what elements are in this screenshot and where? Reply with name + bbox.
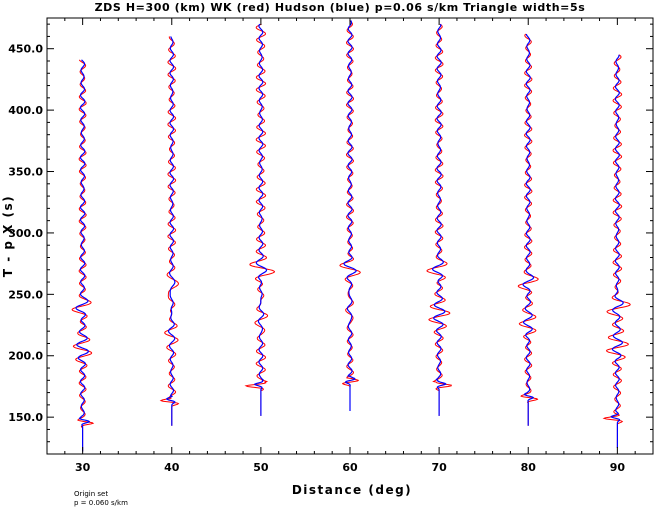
y-tick-label: 250.0 [8,288,43,301]
x-tick-label: 50 [253,461,269,474]
trace-blue-30 [75,59,91,452]
trace-blue-40 [166,36,176,426]
chart-title: ZDS H=300 (km) WK (red) Hudson (blue) p=… [95,1,586,14]
trace-blue-70 [431,23,447,416]
y-axis-label: T - p X (s) [1,195,15,277]
x-tick-label: 90 [610,461,626,474]
trace-group [71,20,631,452]
y-tick-label: 300.0 [8,227,43,240]
trace-blue-60 [343,20,357,411]
x-tick-label: 60 [342,461,358,474]
trace-red-30 [71,59,95,452]
trace-red-50 [244,23,276,416]
y-tick-label: 200.0 [8,350,43,363]
y-tick-label: 450.0 [8,43,43,56]
y-tick-label: 400.0 [8,104,43,117]
y-tick-label: 150.0 [8,411,43,424]
trace-red-80 [517,33,539,426]
x-tick-label: 30 [75,461,91,474]
trace-red-70 [426,23,452,416]
trace-blue-90 [610,54,624,448]
footnote-line-1: Origin set [74,490,108,498]
y-tick-label: 350.0 [8,166,43,179]
x-axis-label: Distance (deg) [292,483,412,497]
x-tick-label: 80 [521,461,537,474]
x-tick-label: 40 [164,461,180,474]
footnote-line-2: p = 0.060 s/km [74,499,128,507]
axes-group: 30 40 50 60 70 80 90 150.0 200.0 250.0 300.0 350.0 4… [8,18,654,474]
trace-red-90 [602,54,631,448]
x-tick-label: 70 [431,461,447,474]
trace-red-40 [159,36,180,426]
trace-blue-80 [522,33,535,426]
trace-blue-50 [254,23,268,416]
